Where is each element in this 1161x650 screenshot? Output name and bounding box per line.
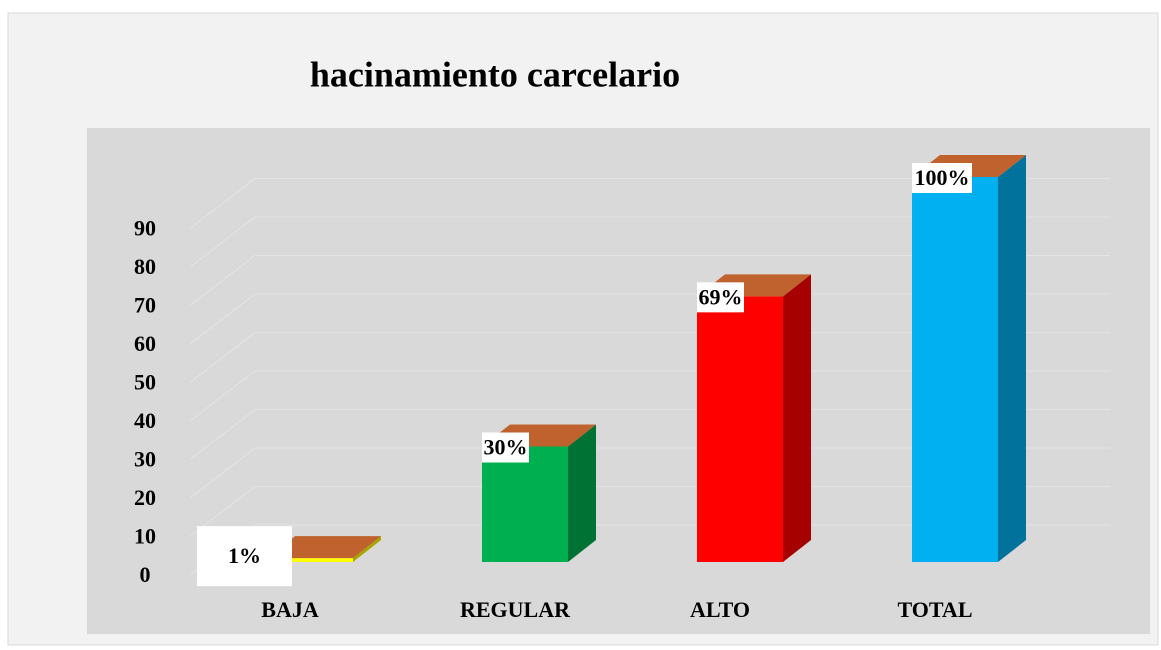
bar-front <box>267 558 353 562</box>
value-label: 100% <box>915 165 970 190</box>
x-tick-label: BAJA <box>261 597 319 622</box>
x-tick-label: REGULAR <box>460 597 571 622</box>
bar-side <box>568 424 596 562</box>
chart-title: hacinamiento carcelario <box>310 54 680 94</box>
value-label: 1% <box>228 543 261 568</box>
x-tick-label: ALTO <box>690 597 750 622</box>
bar-top <box>267 536 381 559</box>
bar-side <box>783 274 811 562</box>
grid-line <box>189 293 256 345</box>
value-label-box <box>197 526 292 587</box>
value-label-box <box>912 163 972 193</box>
y-tick-label: 0 <box>140 562 151 587</box>
y-tick-label: 60 <box>134 331 156 356</box>
grid-line <box>189 178 256 229</box>
y-tick-label: 50 <box>134 370 156 395</box>
value-label-box <box>482 432 529 463</box>
y-tick-label: 70 <box>134 293 156 318</box>
y-tick-label: 20 <box>134 485 156 510</box>
y-tick-label: 30 <box>134 447 156 472</box>
bar-front <box>912 177 998 562</box>
bar-side <box>353 536 381 562</box>
bar-side <box>998 155 1026 562</box>
grid-line <box>189 447 256 499</box>
y-tick-label: 90 <box>134 216 156 241</box>
value-label: 69% <box>699 284 743 309</box>
value-label-box <box>697 282 744 313</box>
grid-line <box>189 255 256 306</box>
y-tick-label: 40 <box>134 408 156 433</box>
grid-line <box>189 370 256 422</box>
bar-front <box>697 296 783 562</box>
value-label: 30% <box>484 435 528 460</box>
grid-line <box>189 216 256 268</box>
grid-line <box>189 409 256 460</box>
bar-front <box>482 446 568 562</box>
y-tick-label: 80 <box>134 254 156 279</box>
x-tick-label: TOTAL <box>898 597 973 622</box>
y-tick-label: 10 <box>134 524 156 549</box>
grid-line <box>189 332 256 383</box>
